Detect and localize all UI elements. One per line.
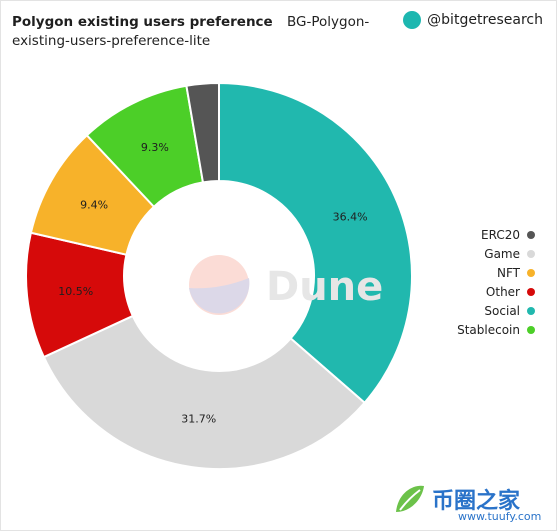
- slice-label-nft: 9.4%: [80, 198, 108, 211]
- legend-item-stablecoin[interactable]: Stablecoin: [415, 320, 535, 339]
- dune-wordmark: Dune: [266, 264, 383, 310]
- legend-item-other[interactable]: Other: [415, 282, 535, 301]
- handle-text: @bitgetresearch: [427, 12, 543, 28]
- leaf-logo-icon: [396, 485, 424, 512]
- dune-logo-icon: Dune: [189, 255, 383, 315]
- legend-label: ERC20: [481, 227, 520, 242]
- legend-label: Stablecoin: [457, 322, 520, 337]
- site-watermark: 币圈之家: [390, 480, 520, 518]
- author-handle[interactable]: @bitgetresearch: [403, 11, 543, 29]
- slice-social[interactable]: [218, 81, 413, 405]
- legend-item-erc20[interactable]: ERC20: [415, 225, 535, 244]
- slice-label-game: 31.7%: [181, 413, 216, 426]
- slice-label-social: 36.4%: [333, 210, 368, 223]
- legend-label: Social: [484, 303, 520, 318]
- slice-label-other: 10.5%: [58, 285, 93, 298]
- chart-header: Polygon existing users preference BG-Pol…: [12, 13, 412, 51]
- slice-label-stablecoin: 9.3%: [141, 141, 169, 154]
- legend-dot-icon: [527, 287, 535, 296]
- chart-title: Polygon existing users preference: [12, 14, 273, 30]
- legend-label: NFT: [497, 265, 520, 280]
- chart-legend: ERC20 Game NFT Other Social Stablecoin: [415, 225, 535, 339]
- legend-dot-icon: [527, 230, 535, 239]
- legend-label: Other: [485, 284, 520, 299]
- legend-item-social[interactable]: Social: [415, 301, 535, 320]
- legend-dot-icon: [527, 268, 535, 277]
- watermark-text: 币圈之家: [432, 489, 521, 514]
- legend-dot-icon: [527, 306, 535, 315]
- legend-label: Game: [484, 246, 520, 261]
- bitget-logo-icon: [403, 11, 422, 29]
- chart-subtitle: BG-Polygon-existing-users-preference-lit…: [12, 14, 370, 49]
- slice-game[interactable]: [42, 314, 366, 470]
- watermark-url: www.tuufy.com: [458, 510, 542, 523]
- legend-dot-icon: [527, 249, 535, 258]
- legend-item-game[interactable]: Game: [415, 244, 535, 263]
- legend-dot-icon: [527, 325, 535, 334]
- legend-item-nft[interactable]: NFT: [415, 263, 535, 282]
- slice-erc20[interactable]: [185, 81, 220, 184]
